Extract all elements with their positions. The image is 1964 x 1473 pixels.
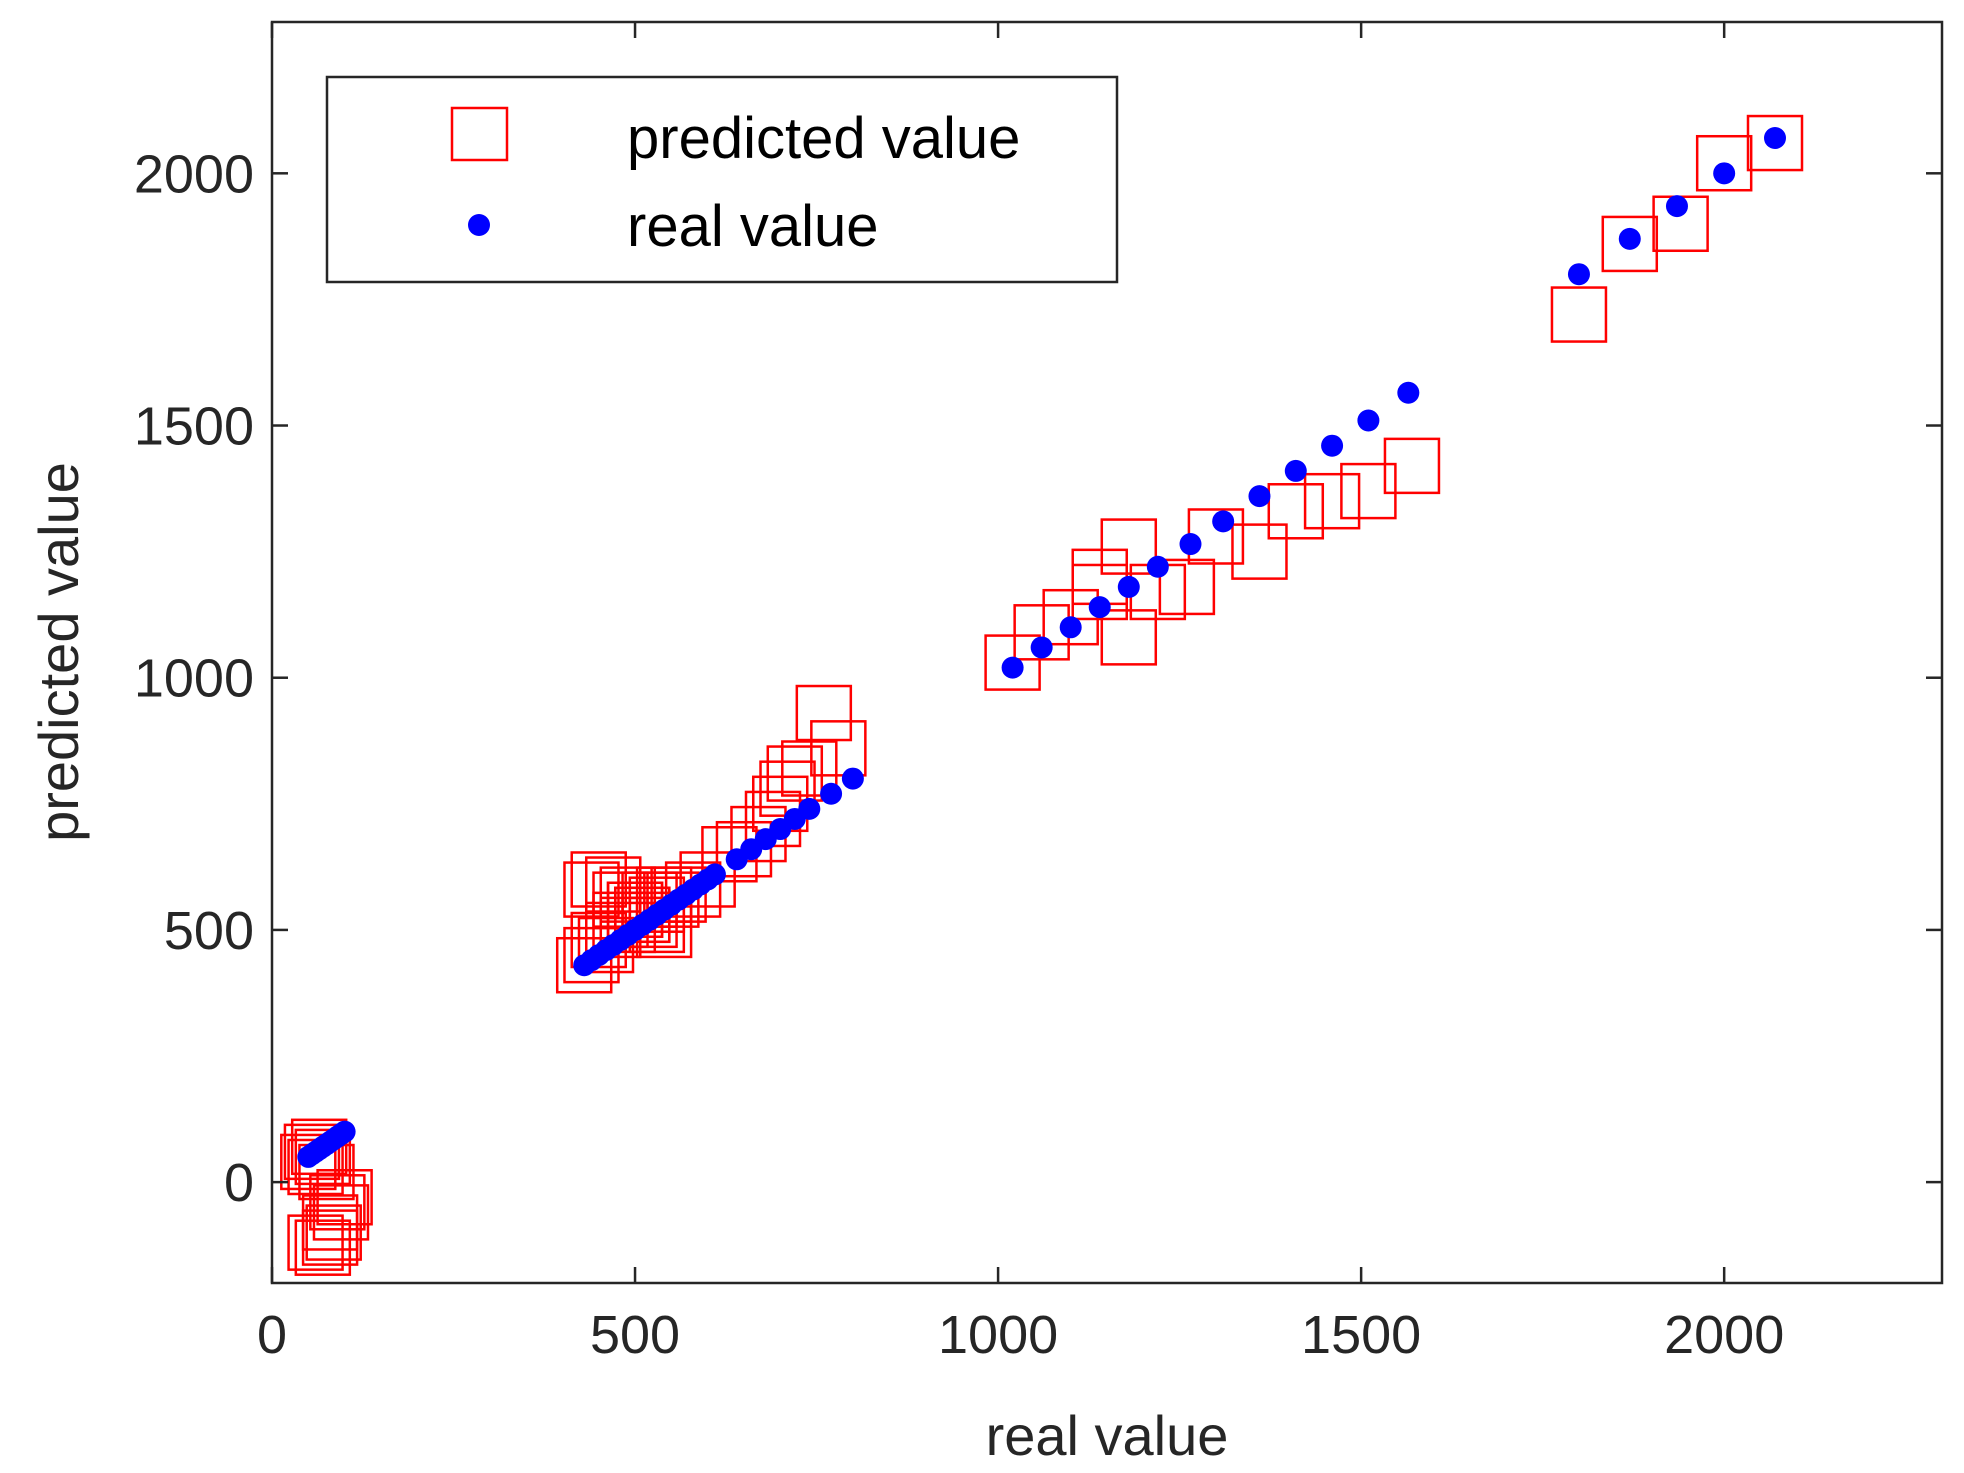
predicted-point [1231, 523, 1288, 580]
predicted-point [1100, 609, 1158, 666]
predicted-point [563, 926, 620, 984]
real-point [820, 782, 843, 805]
real-point [1357, 409, 1380, 432]
predicted-point [294, 1128, 352, 1186]
real-point [1179, 533, 1202, 556]
predicted-point [555, 936, 613, 994]
predicted-point [287, 1214, 344, 1271]
predicted-point [290, 1118, 348, 1176]
predicted-point [1303, 472, 1361, 530]
legend-real-label: real value [627, 194, 878, 259]
real-point [1397, 381, 1420, 404]
predicted-point [577, 916, 635, 974]
predicted-point [984, 634, 1041, 691]
x-axis-title: real value [986, 1404, 1229, 1467]
y-tick-label: 0 [224, 1153, 254, 1213]
real-point [1001, 656, 1024, 679]
legend: predicted value real value [325, 75, 1119, 284]
legend-predicted-marker [450, 106, 509, 162]
predicted-point [621, 891, 678, 949]
x-tick-label: 500 [590, 1305, 680, 1365]
real-point [333, 1120, 356, 1143]
x-tick-label: 1000 [938, 1305, 1058, 1365]
real-point [1764, 127, 1786, 150]
real-point [1665, 195, 1688, 218]
predicted-point [810, 720, 867, 777]
real-point [1618, 227, 1641, 250]
real-point [703, 863, 726, 886]
y-tick-label: 1500 [134, 397, 254, 457]
x-tick-label: 1500 [1301, 1305, 1421, 1365]
predicted-point [781, 740, 838, 797]
y-tick-label: 500 [164, 901, 254, 961]
x-tick-label: 0 [257, 1305, 287, 1365]
real-point [1059, 616, 1082, 639]
predicted-point [715, 820, 773, 878]
real-point [1212, 510, 1235, 533]
predicted-point [305, 1204, 362, 1261]
predicted-point [592, 871, 649, 928]
predicted-point [664, 861, 722, 918]
real-point [1146, 555, 1169, 578]
real-point [1117, 575, 1140, 598]
real-point [1030, 636, 1053, 659]
y-tick-label: 1000 [134, 649, 254, 709]
real-point [841, 767, 864, 790]
real-point [798, 797, 821, 820]
predicted-point [312, 1184, 370, 1241]
predicted-point [679, 851, 736, 908]
predicted-point [1267, 483, 1325, 540]
predicted-point [1601, 215, 1659, 273]
legend-real-marker [468, 214, 490, 236]
predicted-point [1100, 518, 1158, 575]
legend-box [325, 75, 1119, 284]
real-point [1248, 485, 1271, 508]
x-axis-ticks: 0 500 1000 1500 2000 [257, 22, 1784, 1365]
predicted-point [316, 1169, 373, 1226]
y-axis-ticks: 0 500 1000 1500 2000 [134, 144, 1942, 1213]
predicted-series [280, 114, 1804, 1276]
predicted-point [766, 745, 824, 802]
predicted-point [1746, 114, 1804, 172]
real-point [1284, 459, 1307, 482]
plot-frame [270, 20, 1944, 1285]
predicted-point [585, 856, 642, 913]
predicted-point [650, 866, 707, 923]
predicted-point [1340, 462, 1397, 520]
real-point [1713, 162, 1736, 185]
predicted-point [1695, 134, 1753, 192]
predicted-point [1550, 286, 1608, 343]
predicted-point [599, 866, 657, 923]
predicted-point [570, 851, 627, 908]
predicted-point [309, 1174, 366, 1231]
real-series [297, 127, 1786, 1168]
predicted-point [563, 861, 620, 918]
predicted-point [280, 1133, 337, 1191]
predicted-point [301, 1209, 359, 1266]
y-axis-title: predicted value [27, 462, 90, 842]
real-point [1321, 434, 1344, 457]
x-tick-label: 2000 [1664, 1305, 1784, 1365]
predicted-point [1158, 558, 1216, 616]
predicted-point [795, 684, 853, 742]
predicted-point [1383, 437, 1441, 495]
legend-predicted-label: predicted value [627, 106, 1020, 171]
predicted-point [283, 1123, 341, 1181]
y-tick-label: 2000 [134, 144, 254, 204]
predicted-point [643, 871, 700, 928]
predicted-point [294, 1219, 352, 1276]
real-point [1088, 596, 1111, 619]
real-point [1567, 263, 1590, 286]
